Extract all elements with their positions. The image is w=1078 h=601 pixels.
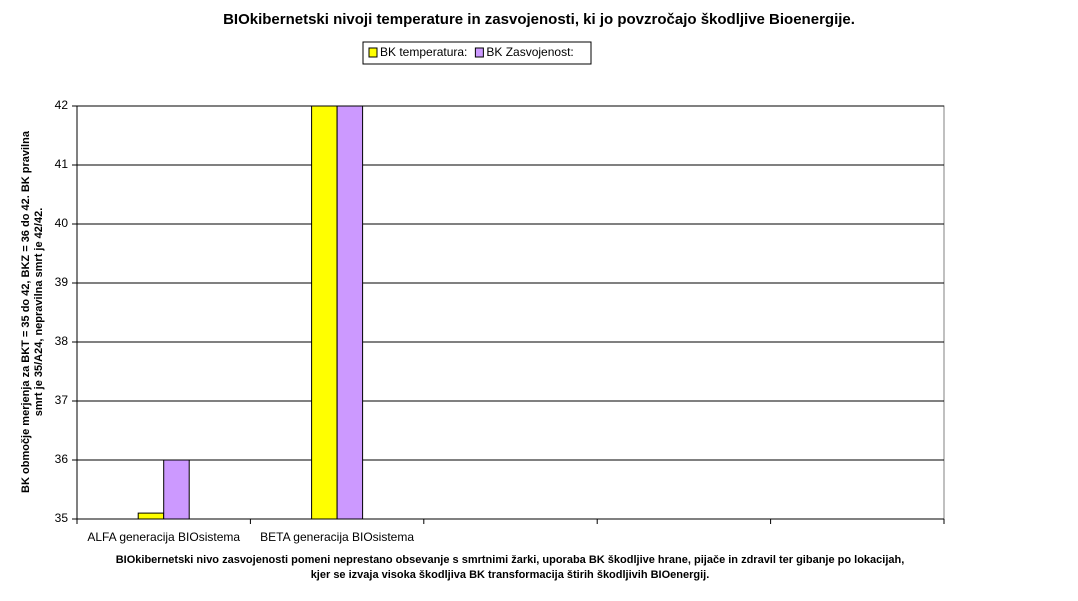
legend-swatch	[368, 47, 378, 58]
y-axis-label: smrt je 35/A24, nepravilna smrt je 42/42…	[33, 208, 45, 417]
y-tick-label: 40	[55, 216, 69, 230]
x-axis-label: kjer se izvaja visoka škodljiva BK trans…	[311, 569, 710, 581]
y-tick-label: 36	[55, 452, 69, 466]
bar	[163, 459, 190, 520]
y-tick-label: 38	[55, 334, 69, 348]
legend-label: BK Zasvojenost:	[486, 45, 573, 59]
x-tick-label: ALFA generacija BIOsistema	[87, 530, 240, 544]
plot-area	[76, 105, 945, 520]
x-tick-label: BETA generacija BIOsistema	[260, 530, 414, 544]
bar	[311, 105, 338, 520]
bar	[336, 105, 364, 520]
y-tick-label: 37	[55, 393, 69, 407]
x-axis-label: BIOkibernetski nivo zasvojenosti pomeni …	[116, 554, 905, 566]
y-tick-label: 35	[55, 511, 69, 525]
y-tick-label: 42	[55, 98, 69, 112]
bar	[137, 512, 165, 520]
y-tick-label: 39	[55, 275, 69, 289]
chart-title: BIOkibernetski nivoji temperature in zas…	[223, 11, 855, 28]
legend-label: BK temperatura:	[380, 45, 467, 59]
legend-swatch	[474, 47, 484, 58]
y-tick-label: 41	[55, 157, 69, 171]
y-axis-label: BK območje merjenja za BKT = 35 do 42, B…	[20, 130, 32, 493]
